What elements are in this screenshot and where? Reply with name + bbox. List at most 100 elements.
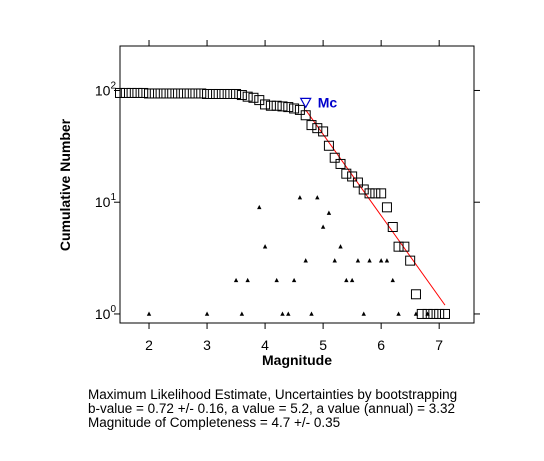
y-tick-exponent: 0 <box>110 304 116 315</box>
mc-marker-icon <box>299 97 312 109</box>
x-tick-label: 7 <box>435 337 443 353</box>
cumulative-point <box>265 100 276 111</box>
cumulative-point <box>341 168 352 179</box>
y-tick-exponent: 2 <box>110 80 116 91</box>
fit-line <box>305 109 446 306</box>
noncumulative-point <box>309 311 314 316</box>
x-tick-label: 4 <box>261 337 269 353</box>
noncumulative-point <box>286 311 291 316</box>
cumulative-point <box>370 188 381 199</box>
cumulative-point <box>236 90 247 101</box>
y-tick-base: 10 <box>95 194 111 210</box>
cumulative-point <box>178 88 189 99</box>
noncumulative-point <box>280 311 285 316</box>
marker-layer: Mc <box>115 87 450 319</box>
cumulative-point <box>329 152 340 163</box>
cumulative-point <box>271 100 282 111</box>
noncumulative-point <box>378 258 384 263</box>
cumulative-point <box>434 308 445 319</box>
cumulative-point <box>260 99 271 110</box>
y-tick-label: 100 <box>95 304 117 322</box>
noncumulative-point <box>338 244 343 249</box>
y-axis-label: Cumulative Number <box>57 118 73 251</box>
y-tick-base: 10 <box>95 306 111 322</box>
fit-layer <box>305 109 446 306</box>
cumulative-point <box>300 110 311 121</box>
noncumulative-point <box>262 244 268 249</box>
cumulative-point <box>387 222 398 233</box>
noncumulative-point <box>303 258 308 263</box>
cumulative-point <box>439 308 450 319</box>
cumulative-point <box>323 140 334 151</box>
cumulative-point <box>289 103 300 114</box>
x-axis-label: Magnitude <box>262 352 332 368</box>
cumulative-point <box>410 289 421 300</box>
noncumulative-point <box>390 277 395 283</box>
x-tick-label: 5 <box>319 337 327 353</box>
cumulative-point <box>167 88 178 99</box>
plot-area-frame <box>119 45 475 324</box>
noncumulative-point <box>146 311 152 316</box>
y-tick-base: 10 <box>95 82 111 98</box>
cumulative-point <box>352 177 363 188</box>
noncumulative-point <box>297 195 303 200</box>
cumulative-point <box>132 87 143 98</box>
x-tick-label: 2 <box>145 337 153 353</box>
cumulative-point <box>138 87 149 98</box>
cumulative-point <box>422 308 433 319</box>
cumulative-point <box>248 92 259 103</box>
y-tick-exponent: 1 <box>110 192 116 203</box>
noncumulative-point <box>245 277 250 283</box>
cumulative-point <box>283 102 294 113</box>
noncumulative-point <box>367 258 372 263</box>
mc-label: Mc <box>318 94 338 110</box>
cumulative-point <box>347 171 358 182</box>
x-tick-label: 6 <box>377 337 385 353</box>
cumulative-point <box>376 188 387 199</box>
caption-completeness-line: Magnitude of Completeness = 4.7 +/- 0.35 <box>88 415 341 430</box>
y-tick-label: 101 <box>95 192 117 210</box>
x-tick-label: 3 <box>203 337 211 353</box>
cumulative-point <box>144 88 155 99</box>
cumulative-point <box>416 308 427 319</box>
cumulative-point <box>231 88 242 99</box>
noncumulative-point <box>233 277 239 283</box>
cumulative-point <box>225 88 236 99</box>
cumulative-point <box>219 88 230 99</box>
cumulative-point <box>207 88 218 99</box>
noncumulative-point <box>332 258 337 263</box>
noncumulative-point <box>384 258 390 263</box>
cumulative-point <box>196 88 207 99</box>
cumulative-point <box>161 88 172 99</box>
noncumulative-point <box>315 195 320 200</box>
noncumulative-point <box>204 311 210 316</box>
cumulative-point <box>202 88 213 99</box>
cumulative-point <box>428 308 439 319</box>
cumulative-point <box>213 88 224 99</box>
noncumulative-point <box>291 277 297 283</box>
noncumulative-point <box>355 258 361 263</box>
cumulative-point <box>381 202 392 213</box>
cumulative-point <box>399 241 410 252</box>
noncumulative-point <box>361 311 366 316</box>
cumulative-point <box>393 241 404 252</box>
cumulative-point <box>155 88 166 99</box>
caption: Maximum Likelihood Estimate, Uncertainti… <box>88 388 538 430</box>
cumulative-point <box>149 88 160 99</box>
noncumulative-point <box>413 311 419 316</box>
noncumulative-point <box>344 277 349 283</box>
cumulative-point <box>335 158 346 169</box>
y-tick-label: 102 <box>95 80 117 98</box>
cumulative-point <box>312 123 323 134</box>
cumulative-point <box>184 88 195 99</box>
caption-method-line: Maximum Likelihood Estimate, Uncertainti… <box>88 387 458 402</box>
cumulative-point <box>173 88 184 99</box>
cumulative-point <box>405 255 416 266</box>
cumulative-point <box>364 188 375 199</box>
noncumulative-point <box>274 277 279 283</box>
cumulative-point <box>242 91 253 102</box>
cumulative-point <box>294 104 305 115</box>
noncumulative-point <box>396 311 401 316</box>
cumulative-point <box>190 88 201 99</box>
